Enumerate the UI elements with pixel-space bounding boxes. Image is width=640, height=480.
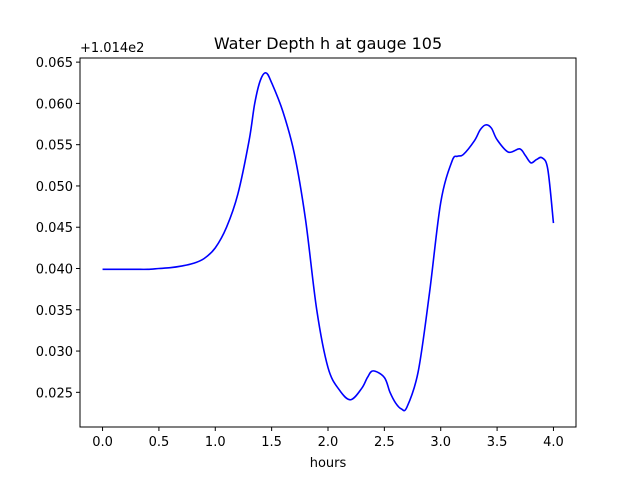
y-tick-label: 0.055 — [36, 139, 73, 154]
x-axis-ticks: 0.0 0.5 1.0 1.5 2.0 2.5 3.0 3.5 4.0 — [92, 427, 564, 450]
x-tick-label: 0.0 — [92, 435, 113, 450]
x-tick-label: 4.0 — [543, 435, 564, 450]
x-tick-label: 2.5 — [374, 435, 395, 450]
x-tick-label: 1.5 — [261, 435, 282, 450]
x-tick-label: 0.5 — [149, 435, 170, 450]
x-tick-label: 3.5 — [487, 435, 508, 450]
x-tick-label: 1.0 — [205, 435, 226, 450]
y-tick-label: 0.025 — [36, 386, 73, 401]
series-group — [102, 72, 555, 412]
y-tick-label: 0.045 — [36, 221, 73, 236]
y-tick-label: 0.040 — [36, 263, 73, 278]
y-tick-label: 0.060 — [36, 97, 73, 112]
plot-area — [79, 57, 577, 428]
x-axis-label: hours — [310, 456, 347, 471]
x-tick-label: 2.0 — [318, 435, 339, 450]
y-tick-label: 0.050 — [36, 180, 73, 195]
y-offset-text: +1.014e2 — [80, 41, 144, 56]
y-tick-label: 0.065 — [36, 56, 73, 71]
y-tick-label: 0.030 — [36, 345, 73, 360]
y-axis-ticks: 0.025 0.030 0.035 0.040 0.045 0.050 0.055 0.060… — [36, 56, 80, 401]
series-line-0 — [102, 72, 555, 412]
y-tick-label: 0.035 — [36, 304, 73, 319]
chart-title: Water Depth h at gauge 105 — [214, 34, 442, 53]
x-tick-label: 3.0 — [430, 435, 451, 450]
